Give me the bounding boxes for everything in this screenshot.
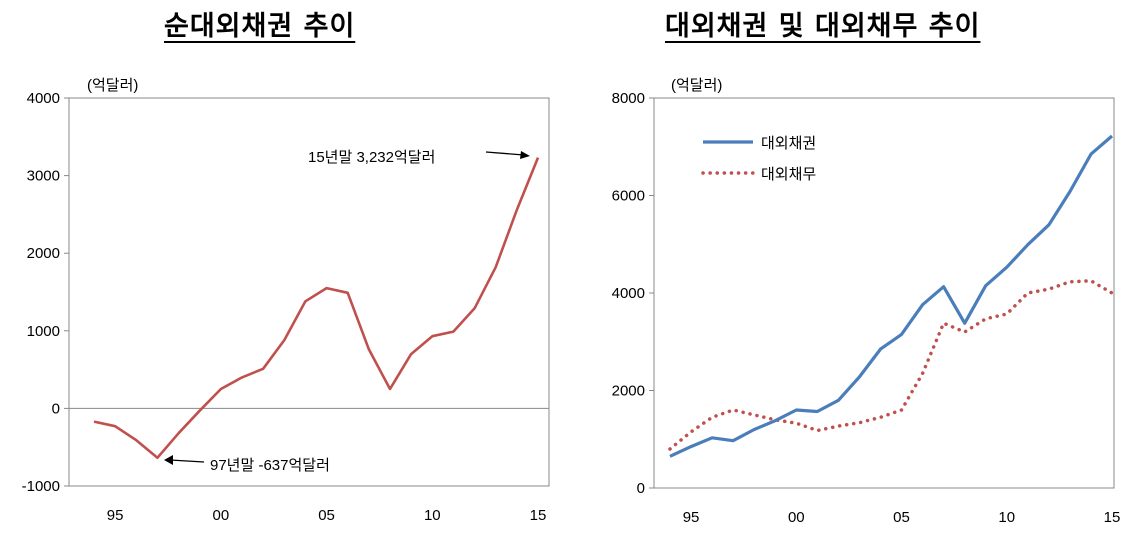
x-tick-label: 95 bbox=[683, 509, 700, 526]
annotation-2015-arrowhead bbox=[520, 151, 530, 159]
external-debt-series bbox=[668, 279, 1114, 451]
x-tick-label: 10 bbox=[998, 509, 1015, 526]
y-tick-label: 1000 bbox=[27, 323, 60, 340]
x-tick-label: 05 bbox=[893, 509, 910, 526]
net-external-claims-series bbox=[93, 157, 540, 460]
annotation-2015-arrow bbox=[485, 151, 525, 156]
y-tick-label: 2000 bbox=[612, 383, 645, 400]
right-chart-title: 대외채권 및 대외채무 추이 bbox=[665, 11, 981, 42]
y-tick-label: 2000 bbox=[27, 245, 60, 262]
y-tick-label: 4000 bbox=[27, 90, 60, 107]
right-plot-area bbox=[653, 97, 1115, 489]
left-plot-area bbox=[68, 97, 550, 487]
annotation-1997: 97년말 -637억달러 bbox=[210, 457, 330, 474]
right-unit-label: (억달러) bbox=[671, 77, 722, 94]
y-tick-label: 4000 bbox=[612, 285, 645, 302]
left-chart-title: 순대외채권 추이 bbox=[164, 11, 356, 42]
y-tick-label: -1000 bbox=[22, 478, 60, 495]
x-tick-label: 95 bbox=[107, 507, 124, 524]
y-tick-label: 8000 bbox=[612, 90, 645, 107]
y-tick-label: 0 bbox=[52, 400, 60, 417]
legend-debt-label: 대외채무 bbox=[761, 166, 816, 183]
y-tick-label: 3000 bbox=[27, 168, 60, 185]
x-tick-label: 10 bbox=[424, 507, 441, 524]
annotation-1997-arrow bbox=[169, 459, 205, 463]
external-claims-series bbox=[669, 134, 1114, 458]
annotation-1997-arrowhead bbox=[164, 455, 173, 465]
left-unit-label: (억달러) bbox=[87, 77, 138, 94]
x-tick-label: 00 bbox=[213, 507, 230, 524]
y-tick-label: 0 bbox=[637, 480, 645, 497]
legend-claims-label: 대외채권 bbox=[761, 135, 816, 152]
x-tick-label: 15 bbox=[530, 507, 547, 524]
x-tick-label: 00 bbox=[788, 509, 805, 526]
annotation-2015: 15년말 3,232억달러 bbox=[308, 149, 435, 166]
x-tick-label: 15 bbox=[1104, 509, 1121, 526]
x-tick-label: 05 bbox=[318, 507, 335, 524]
y-tick-label: 6000 bbox=[612, 188, 645, 205]
